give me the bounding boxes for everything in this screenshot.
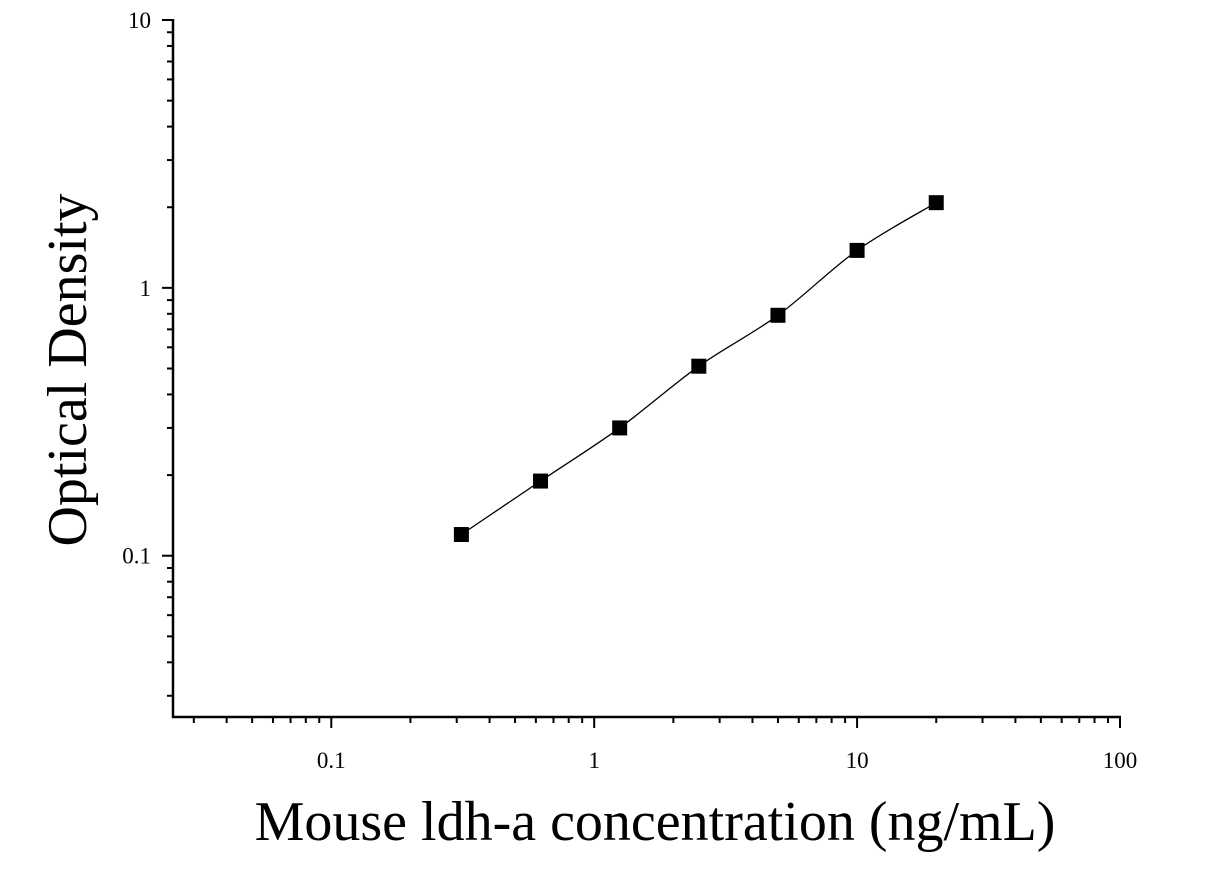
data-point [533,473,549,489]
y-axis-title: Optical Density [37,193,99,546]
y-tick-label: 1 [140,276,152,301]
data-points [453,195,944,543]
x-tick-label: 0.1 [317,748,346,773]
x-tick-label: 1 [588,748,600,773]
data-point [770,307,786,323]
y-tick-label: 10 [128,8,151,33]
ticks-layer: 0.1 1 10 100 0.1 1 10 [122,8,1137,773]
data-point [453,527,469,543]
x-tick-label: 10 [846,748,869,773]
data-point [691,358,707,374]
data-point [849,242,865,258]
x-axis-title: Mouse ldh-a concentration (ng/mL) [255,791,1056,853]
data-point [612,420,628,436]
y-tick-label: 0.1 [122,544,151,569]
data-point [928,195,944,211]
x-tick-label: 100 [1103,748,1138,773]
